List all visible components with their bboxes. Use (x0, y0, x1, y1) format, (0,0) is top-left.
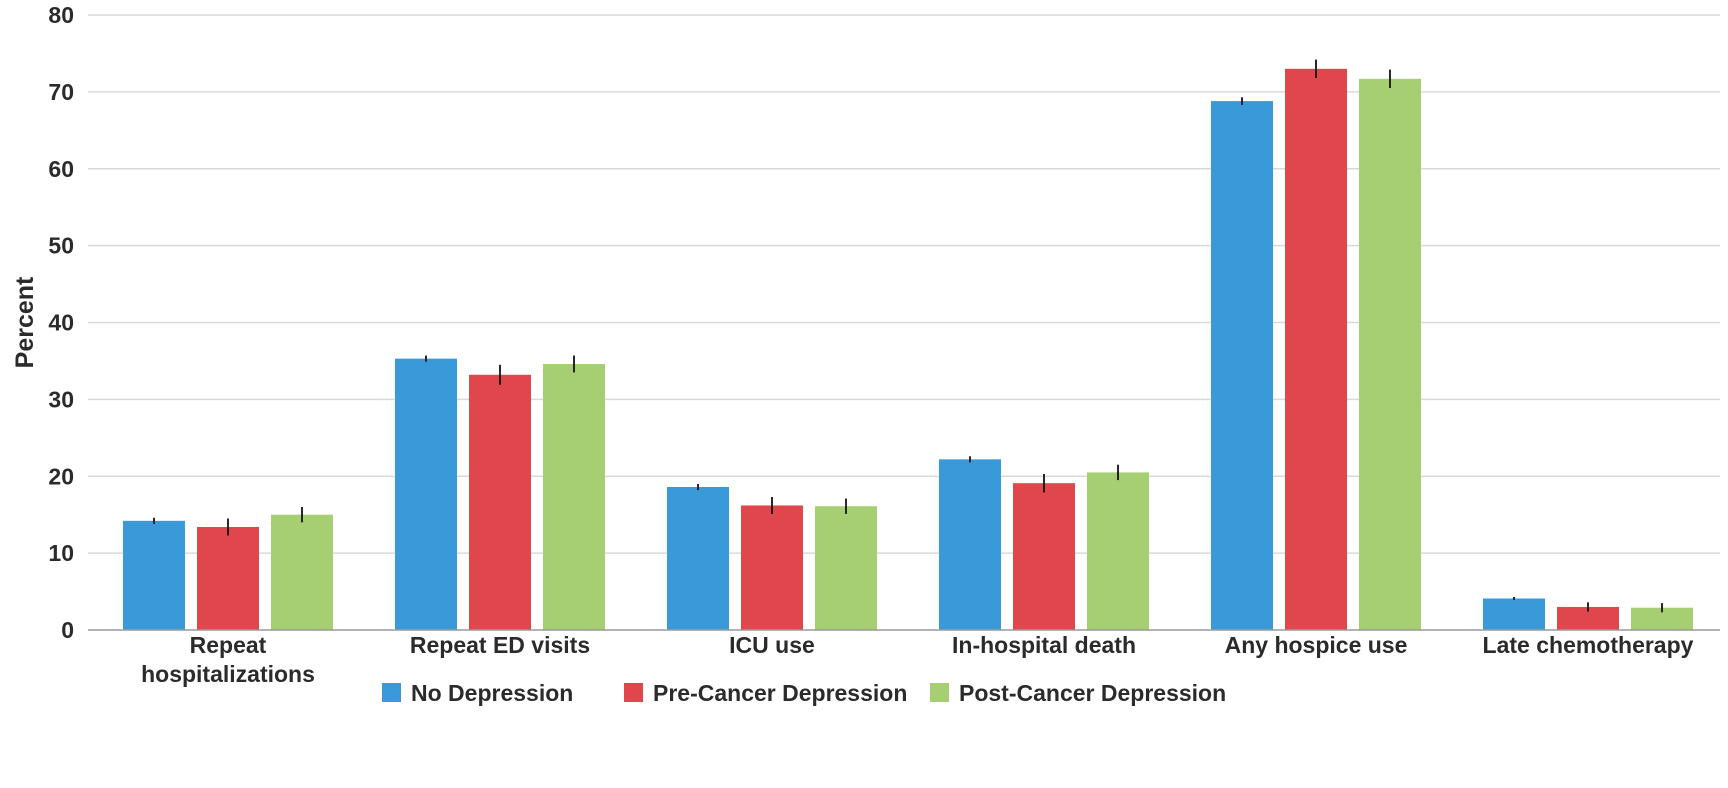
gridlines (88, 14, 1720, 554)
x-category-label: hospitalizations (141, 661, 315, 687)
y-tick-label: 80 (48, 2, 74, 28)
x-category-label: Any hospice use (1225, 632, 1408, 658)
legend-label: Post-Cancer Depression (959, 680, 1226, 706)
legend-label: No Depression (411, 680, 573, 706)
bar (123, 520, 185, 630)
legend-label: Pre-Cancer Depression (653, 680, 907, 706)
y-axis-title: Percent (11, 276, 39, 368)
bar (271, 514, 333, 630)
bar (1483, 598, 1545, 630)
legend-swatch (624, 683, 643, 702)
error-bars (153, 59, 1663, 613)
bar (469, 374, 531, 630)
legend: No Depression Pre-Cancer Depression Post-C… (382, 680, 1226, 706)
bar (1557, 606, 1619, 630)
bar (741, 505, 803, 630)
bar (1285, 68, 1347, 630)
bar (197, 526, 259, 630)
y-tick-label: 40 (48, 310, 74, 336)
x-category-label: Repeat ED visits (410, 632, 590, 658)
x-axis-category-labels: Repeat hospitalizations Repeat ED visits IC… (141, 632, 1694, 687)
bar (939, 459, 1001, 630)
x-category-label: Late chemotherapy (1483, 632, 1694, 658)
bar (1631, 607, 1693, 630)
bar (1359, 78, 1421, 630)
bars (123, 68, 1693, 631)
bar (667, 487, 729, 630)
x-category-label: Repeat (190, 632, 267, 658)
y-tick-label: 10 (48, 540, 74, 566)
bar (1013, 483, 1075, 630)
legend-swatch (930, 683, 949, 702)
y-tick-label: 20 (48, 463, 74, 489)
bar (815, 506, 877, 630)
x-category-label: ICU use (729, 632, 815, 658)
bar (1087, 472, 1149, 630)
y-tick-label: 0 (61, 617, 74, 643)
x-category-label: In-hospital death (952, 632, 1136, 658)
bar (543, 364, 605, 630)
legend-swatch (382, 683, 401, 702)
y-tick-label: 30 (48, 386, 74, 412)
y-tick-label: 60 (48, 156, 74, 182)
bar (1211, 101, 1273, 631)
bar (395, 358, 457, 630)
y-tick-label: 50 (48, 233, 74, 259)
y-tick-label: 70 (48, 79, 74, 105)
y-axis-ticks: 0 10 20 30 40 50 60 70 80 (48, 2, 74, 643)
